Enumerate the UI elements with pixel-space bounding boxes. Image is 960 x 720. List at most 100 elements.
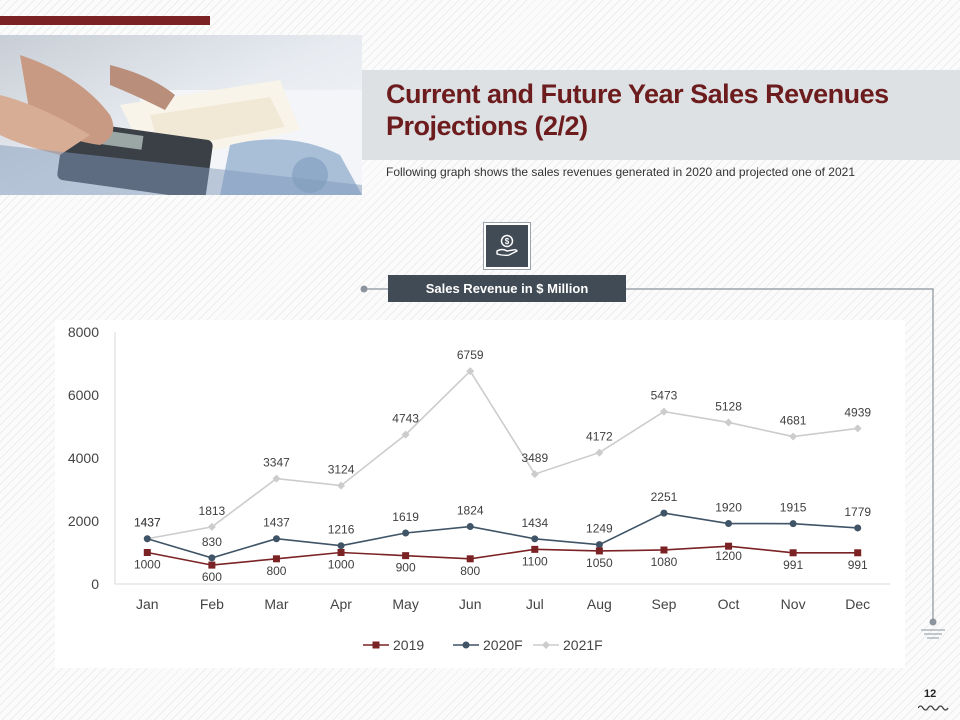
data-point-2019 bbox=[854, 549, 862, 557]
data-label-2019: 1000 bbox=[134, 558, 161, 572]
x-tick-label: Feb bbox=[200, 596, 224, 612]
data-label-2021F: 4681 bbox=[780, 414, 807, 428]
series-line-2019 bbox=[147, 545, 858, 566]
data-label-2019: 991 bbox=[783, 558, 803, 572]
data-label-2021F: 4743 bbox=[392, 412, 419, 426]
data-point-2019 bbox=[531, 545, 539, 553]
data-label-2021F: 6759 bbox=[457, 348, 484, 362]
x-tick-label: Dec bbox=[845, 596, 870, 612]
data-point-2020F bbox=[272, 535, 280, 543]
page-title: Current and Future Year Sales Revenues P… bbox=[386, 79, 889, 141]
data-point-2019 bbox=[789, 549, 797, 557]
legend-marker-2020F bbox=[462, 641, 470, 649]
data-point-2021F bbox=[337, 481, 346, 490]
data-point-2019 bbox=[208, 561, 216, 569]
data-label-2019: 1080 bbox=[651, 555, 678, 569]
data-label-2020F: 1920 bbox=[715, 501, 742, 515]
data-point-2020F bbox=[854, 524, 862, 532]
data-label-2020F: 1619 bbox=[392, 510, 419, 524]
data-label-2020F: 1216 bbox=[328, 523, 355, 537]
series-line-2021F bbox=[147, 369, 858, 540]
x-tick-label: Apr bbox=[330, 596, 352, 612]
data-label-2021F: 3124 bbox=[328, 463, 355, 477]
y-tick-label: 4000 bbox=[68, 450, 99, 466]
page-subtitle: Following graph shows the sales revenues… bbox=[386, 165, 855, 179]
data-label-2020F: 1437 bbox=[263, 516, 290, 530]
data-point-2021F bbox=[659, 407, 668, 416]
line-chart: 0 2000 4000 6000 8000 Jan Feb Mar Apr May Jun Jul Au… bbox=[68, 324, 890, 653]
x-tick-label: Mar bbox=[264, 596, 288, 612]
data-point-2021F bbox=[530, 470, 539, 479]
wave-decoration bbox=[918, 705, 949, 711]
title-band bbox=[362, 70, 960, 160]
data-point-2021F bbox=[595, 448, 604, 457]
data-label-2021F: 1437 bbox=[134, 516, 161, 530]
legend-label-2019: 2019 bbox=[393, 637, 424, 653]
data-label-2019: 800 bbox=[266, 564, 286, 578]
chart-label-banner: Sales Revenue in $ Million bbox=[388, 275, 626, 302]
data-point-2020F bbox=[660, 509, 668, 517]
data-point-2020F bbox=[208, 554, 216, 562]
x-tick-label: Oct bbox=[718, 596, 740, 612]
data-point-2020F bbox=[595, 541, 603, 549]
data-label-2021F: 4939 bbox=[844, 405, 871, 419]
x-tick-label: Nov bbox=[781, 596, 806, 612]
data-label-2020F: 1824 bbox=[457, 504, 484, 518]
data-label-2020F: 1915 bbox=[780, 501, 807, 515]
y-tick-label: 2000 bbox=[68, 513, 99, 529]
data-point-2019 bbox=[272, 555, 280, 563]
data-label-2019: 900 bbox=[396, 561, 416, 575]
data-point-2021F bbox=[789, 432, 798, 441]
data-point-2020F bbox=[143, 535, 151, 543]
data-point-2019 bbox=[725, 542, 733, 550]
series-line-2020F bbox=[147, 512, 858, 559]
data-label-2019: 1200 bbox=[715, 549, 742, 563]
x-tick-label: Jul bbox=[526, 596, 544, 612]
data-point-2021F bbox=[853, 424, 862, 433]
data-point-2019 bbox=[466, 555, 474, 563]
data-label-2021F: 4172 bbox=[586, 430, 613, 444]
data-label-2020F: 1779 bbox=[844, 505, 871, 519]
data-point-2021F bbox=[401, 430, 410, 439]
data-label-2020F: 2251 bbox=[651, 490, 678, 504]
data-label-2021F: 3347 bbox=[263, 456, 290, 470]
data-point-2019 bbox=[143, 549, 151, 556]
x-tick-label: Jun bbox=[459, 596, 482, 612]
calculator-photo bbox=[0, 35, 362, 195]
data-point-2021F bbox=[466, 367, 475, 376]
chart-card: 0 2000 4000 6000 8000 Jan Feb Mar Apr May Jun Jul Au… bbox=[55, 320, 905, 668]
data-label-2021F: 1813 bbox=[199, 504, 226, 518]
legend-marker-2019 bbox=[372, 641, 380, 649]
header-photo bbox=[0, 35, 362, 195]
data-label-2019: 1050 bbox=[586, 556, 613, 570]
data-point-2020F bbox=[337, 542, 345, 550]
data-label-2020F: 1437 bbox=[134, 516, 161, 530]
data-point-2020F bbox=[725, 520, 733, 528]
data-label-2019: 1100 bbox=[522, 554, 548, 568]
data-point-2019 bbox=[595, 547, 603, 555]
data-point-2021F bbox=[724, 418, 733, 427]
data-point-2020F bbox=[402, 529, 410, 537]
y-tick-label: 8000 bbox=[68, 324, 99, 340]
data-point-2019 bbox=[660, 546, 668, 554]
data-point-2020F bbox=[789, 520, 797, 528]
x-tick-label: Jan bbox=[136, 596, 159, 612]
data-label-2020F: 1249 bbox=[586, 522, 613, 536]
x-tick-label: Aug bbox=[587, 596, 612, 612]
y-tick-label: 0 bbox=[91, 576, 99, 592]
data-point-2019 bbox=[337, 549, 345, 556]
data-label-2019: 1000 bbox=[328, 558, 355, 572]
data-label-2021F: 5473 bbox=[651, 389, 678, 403]
data-label-2020F: 1434 bbox=[521, 516, 548, 530]
data-label-2021F: 5128 bbox=[715, 399, 742, 413]
data-point-2020F bbox=[466, 523, 474, 531]
data-label-2019: 991 bbox=[848, 558, 868, 572]
data-point-2021F bbox=[207, 522, 216, 531]
x-tick-label: Sep bbox=[651, 596, 676, 612]
data-point-2021F bbox=[272, 474, 281, 483]
legend-label-2020F: 2020F bbox=[483, 637, 523, 653]
data-point-2020F bbox=[531, 535, 539, 543]
page-number: 12 bbox=[924, 688, 937, 700]
accent-bar bbox=[0, 16, 210, 25]
